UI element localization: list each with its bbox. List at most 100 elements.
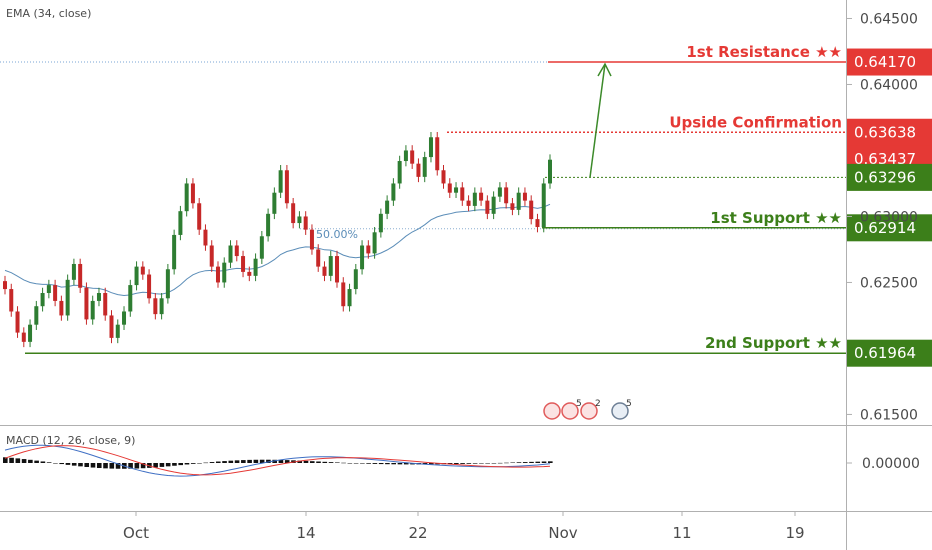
candle-body[interactable] <box>504 187 509 204</box>
candle-body[interactable] <box>535 219 540 228</box>
x-tick-label[interactable]: 11 <box>672 524 691 542</box>
candle-body[interactable] <box>84 287 89 320</box>
candle-body[interactable] <box>234 245 239 257</box>
y-tick-label[interactable]: 0.64500 <box>860 11 918 27</box>
candle-body[interactable] <box>328 256 333 276</box>
macd-line[interactable] <box>4 444 551 477</box>
candle-body[interactable] <box>21 332 26 342</box>
candle-body[interactable] <box>447 183 452 193</box>
candle-body[interactable] <box>497 187 502 197</box>
candle-body[interactable] <box>272 192 277 214</box>
candle-body[interactable] <box>347 289 352 307</box>
candle-body[interactable] <box>372 232 377 254</box>
candle-body[interactable] <box>454 187 459 193</box>
candle-body[interactable] <box>197 203 202 230</box>
candle-body[interactable] <box>34 306 39 325</box>
candle-body[interactable] <box>316 249 321 267</box>
event-icon[interactable] <box>561 402 579 420</box>
level-label[interactable]: 1st Support ★★ <box>710 209 842 227</box>
candle-body[interactable] <box>71 263 76 280</box>
price-tag[interactable] <box>847 48 932 76</box>
candle-body[interactable] <box>422 157 427 177</box>
candle-body[interactable] <box>284 170 289 204</box>
candle-body[interactable] <box>529 200 534 220</box>
candle-body[interactable] <box>259 236 264 259</box>
candle-body[interactable] <box>466 200 471 206</box>
candle-body[interactable] <box>266 213 271 237</box>
candle-body[interactable] <box>510 203 515 210</box>
candle-body[interactable] <box>410 150 415 164</box>
candle-body[interactable] <box>353 269 358 290</box>
event-icon[interactable] <box>543 402 561 420</box>
candle-body[interactable] <box>460 187 465 201</box>
candle-body[interactable] <box>516 192 521 210</box>
candle-body[interactable] <box>78 263 83 288</box>
event-badges[interactable]: 5 2 5 <box>543 399 632 420</box>
level-label[interactable]: Upside Confirmation <box>669 113 842 131</box>
time-axis[interactable]: Oct 14 22 Nov 11 19 <box>123 511 805 542</box>
candle-body[interactable] <box>190 183 195 204</box>
candle-body[interactable] <box>278 170 283 193</box>
candle-body[interactable] <box>222 262 227 283</box>
candle-body[interactable] <box>15 311 20 333</box>
candle-body[interactable] <box>53 285 58 301</box>
candle-body[interactable] <box>403 150 408 162</box>
candle-body[interactable] <box>322 266 327 276</box>
x-tick-label[interactable]: 14 <box>296 524 315 542</box>
y-tick-label[interactable]: 0.61500 <box>860 407 918 423</box>
candle-body[interactable] <box>491 196 496 214</box>
target-arrow[interactable] <box>589 62 612 178</box>
candle-body[interactable] <box>178 211 183 235</box>
x-tick-label[interactable]: Nov <box>548 524 577 542</box>
candle-body[interactable] <box>360 245 365 270</box>
candle-body[interactable] <box>147 274 152 299</box>
candle-body[interactable] <box>209 245 214 267</box>
candle-body[interactable] <box>428 137 433 158</box>
candle-body[interactable] <box>472 192 477 206</box>
price-axis[interactable]: 0.64500 0.64000 0.63000 0.62500 0.61500 <box>846 11 918 423</box>
candle-body[interactable] <box>128 285 133 312</box>
candle-body[interactable] <box>485 200 490 214</box>
x-tick-label[interactable]: 22 <box>408 524 427 542</box>
macd-signal-line[interactable] <box>4 445 551 476</box>
candle-body[interactable] <box>397 161 402 184</box>
x-tick-label[interactable]: Oct <box>123 524 149 542</box>
candle-body[interactable] <box>46 285 51 294</box>
candle-body[interactable] <box>96 293 101 301</box>
ema-label[interactable]: EMA (34, close) <box>6 7 91 20</box>
candle-body[interactable] <box>366 245 371 254</box>
candle-body[interactable] <box>228 245 233 263</box>
candle-body[interactable] <box>165 269 170 299</box>
y-tick-label[interactable]: 0.62500 <box>860 275 918 291</box>
dividend-icon[interactable] <box>611 402 629 420</box>
candle-body[interactable] <box>140 266 145 275</box>
candle-body[interactable] <box>541 183 546 228</box>
candle-body[interactable] <box>9 289 14 312</box>
candle-body[interactable] <box>335 256 340 283</box>
candle-body[interactable] <box>479 192 484 201</box>
candle-body[interactable] <box>303 216 308 230</box>
candle-body[interactable] <box>391 183 396 201</box>
candle-body[interactable] <box>40 293 45 307</box>
candle-body[interactable] <box>215 266 220 283</box>
candle-body[interactable] <box>134 266 139 286</box>
candle-body[interactable] <box>109 315 114 338</box>
macd-pane[interactable]: 0.00000 <box>3 444 920 477</box>
price-tag[interactable] <box>847 118 932 146</box>
candle-body[interactable] <box>203 229 208 246</box>
candle-body[interactable] <box>253 258 258 276</box>
price-tag[interactable] <box>847 163 932 191</box>
candle-body[interactable] <box>435 137 440 171</box>
candle-body[interactable] <box>522 192 527 201</box>
level-label[interactable]: 1st Resistance ★★ <box>686 43 842 61</box>
candle-body[interactable] <box>153 298 158 315</box>
candle-body[interactable] <box>59 300 64 316</box>
y-tick-label[interactable]: 0.64000 <box>860 77 918 93</box>
level-label[interactable]: 2nd Support ★★ <box>705 334 842 352</box>
price-tag[interactable] <box>847 214 932 242</box>
candle-body[interactable] <box>385 200 390 214</box>
candle-body[interactable] <box>378 213 383 233</box>
candle-body[interactable] <box>103 293 108 316</box>
candle-body[interactable] <box>416 163 421 177</box>
x-tick-label[interactable]: 19 <box>785 524 804 542</box>
